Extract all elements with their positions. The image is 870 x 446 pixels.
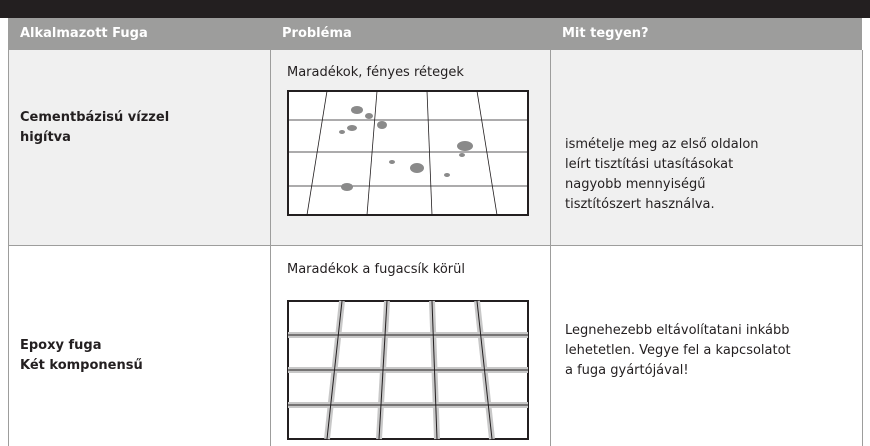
border bbox=[8, 50, 9, 446]
action-cell: Legnehezebb eltávolítatani inkább lehetet… bbox=[565, 321, 791, 381]
text-line: tisztítószert használva. bbox=[565, 197, 715, 212]
text-line: higítva bbox=[20, 130, 71, 145]
text-line: a fuga gyártójával! bbox=[565, 363, 689, 378]
grout-cell: Epoxy fuga Két komponensű bbox=[20, 336, 143, 376]
border bbox=[862, 50, 863, 446]
tile-illustration bbox=[287, 300, 529, 440]
top-bar bbox=[0, 0, 870, 18]
text-line: leírt tisztítási utasításokat bbox=[565, 157, 734, 172]
text-line: lehetetlen. Vegye fel a kapcsolatot bbox=[565, 343, 791, 358]
text-line: ismételje meg az első oldalon bbox=[565, 137, 759, 152]
header-cell: Alkalmazott Fuga bbox=[8, 18, 270, 50]
problem-cell: Maradékok, fényes rétegek bbox=[287, 65, 464, 80]
tile-illustration bbox=[287, 90, 529, 216]
text-line: Legnehezebb eltávolítatani inkább bbox=[565, 323, 790, 338]
border bbox=[270, 50, 271, 446]
grout-cell: Cementbázisú vízzel higítva bbox=[20, 108, 169, 148]
header-cell: Probléma bbox=[270, 18, 550, 50]
text-line: nagyobb mennyiségű bbox=[565, 177, 706, 192]
text-line: Epoxy fuga bbox=[20, 338, 102, 353]
text-line: Cementbázisú vízzel bbox=[20, 110, 170, 125]
problem-cell: Maradékok a fugacsík körül bbox=[287, 262, 465, 277]
text-line: Két komponensű bbox=[20, 358, 143, 373]
border bbox=[8, 245, 862, 246]
border bbox=[550, 50, 551, 446]
action-cell: ismételje meg az első oldalon leírt tiszt… bbox=[565, 135, 759, 215]
header-cell: Mit tegyen? bbox=[550, 18, 862, 50]
